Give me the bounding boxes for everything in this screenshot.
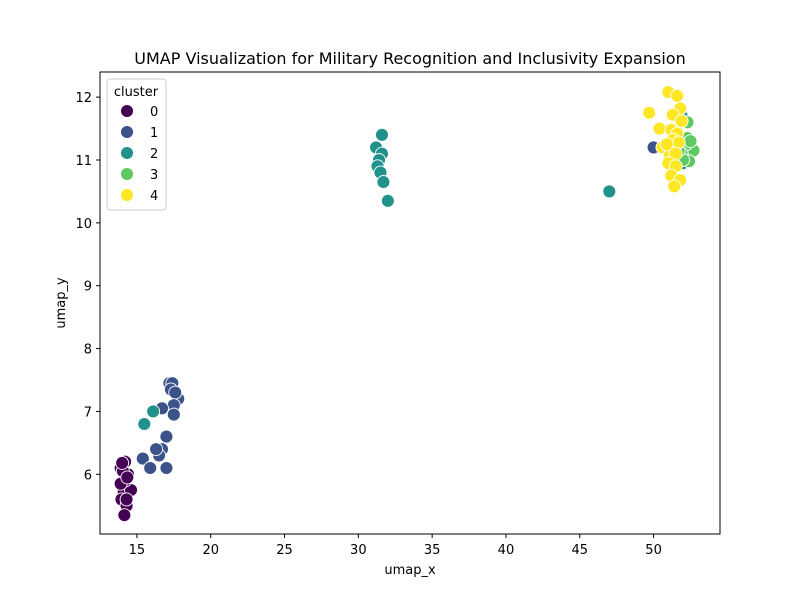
data-point-cluster-4 — [670, 88, 685, 103]
y-tick-label: 12 — [75, 91, 92, 106]
legend-label-1: 1 — [150, 126, 158, 141]
data-point-cluster-1 — [159, 461, 174, 475]
data-point-cluster-4 — [642, 105, 657, 120]
data-point-cluster-2 — [380, 193, 395, 208]
data-point-cluster-2 — [602, 184, 617, 199]
data-point-cluster-4 — [674, 114, 689, 128]
y-tick-label: 10 — [75, 217, 92, 232]
legend-label-2: 2 — [150, 147, 158, 162]
chart-title: UMAP Visualization for Military Recognit… — [134, 49, 685, 68]
data-point-cluster-0 — [119, 492, 134, 507]
legend-label-4: 4 — [150, 189, 158, 204]
y-tick-label: 11 — [75, 154, 92, 169]
data-point-cluster-0 — [117, 508, 132, 523]
x-tick-label: 25 — [276, 543, 293, 558]
legend-marker-3 — [120, 167, 134, 181]
legend-label-3: 3 — [150, 168, 158, 183]
x-axis: 15 20 25 30 35 40 45 50 — [129, 534, 662, 558]
y-tick-label: 7 — [84, 405, 92, 420]
x-tick-label: 50 — [645, 543, 662, 558]
y-tick-label: 9 — [84, 280, 92, 295]
data-point-cluster-0 — [115, 456, 130, 470]
x-tick-label: 35 — [424, 543, 441, 558]
legend-marker-2 — [120, 146, 134, 160]
y-tick-label: 6 — [84, 468, 92, 483]
data-point-cluster-2 — [376, 175, 391, 189]
data-point-cluster-4 — [671, 135, 686, 150]
data-point-cluster-1 — [159, 429, 174, 444]
data-point-cluster-1 — [166, 407, 181, 422]
data-point-cluster-4 — [659, 137, 674, 152]
legend: cluster 0 1 2 3 4 — [106, 78, 167, 211]
data-point-cluster-1 — [135, 451, 150, 466]
legend-marker-4 — [120, 188, 134, 202]
data-point-cluster-2 — [137, 417, 152, 431]
x-tick-label: 20 — [202, 543, 219, 558]
y-tick-label: 8 — [84, 343, 92, 358]
legend-entries: 0 1 2 3 4 — [120, 104, 158, 204]
legend-marker-0 — [120, 104, 134, 118]
data-point-cluster-1 — [143, 461, 158, 475]
x-axis-title: umap_x — [384, 563, 436, 578]
x-tick-label: 45 — [571, 543, 588, 558]
data-point-cluster-1 — [149, 442, 164, 457]
legend-title: cluster — [114, 85, 159, 100]
data-point-cluster-1 — [168, 385, 183, 400]
data-point-cluster-2 — [146, 404, 161, 419]
data-point-cluster-2 — [375, 127, 389, 142]
data-point-cluster-3 — [683, 134, 698, 149]
y-axis-title: umap_y — [54, 277, 69, 329]
data-point-cluster-4 — [652, 121, 667, 136]
data-point-cluster-4 — [667, 179, 682, 194]
y-axis: 6 7 8 9 10 11 12 — [75, 91, 100, 483]
x-tick-label: 15 — [129, 543, 146, 558]
legend-label-0: 0 — [150, 105, 158, 120]
points-layer — [113, 85, 701, 523]
x-tick-label: 30 — [350, 543, 367, 558]
plot-frame — [99, 71, 721, 535]
legend-marker-1 — [120, 125, 134, 139]
data-point-cluster-0 — [120, 470, 135, 485]
x-tick-label: 40 — [498, 543, 515, 558]
